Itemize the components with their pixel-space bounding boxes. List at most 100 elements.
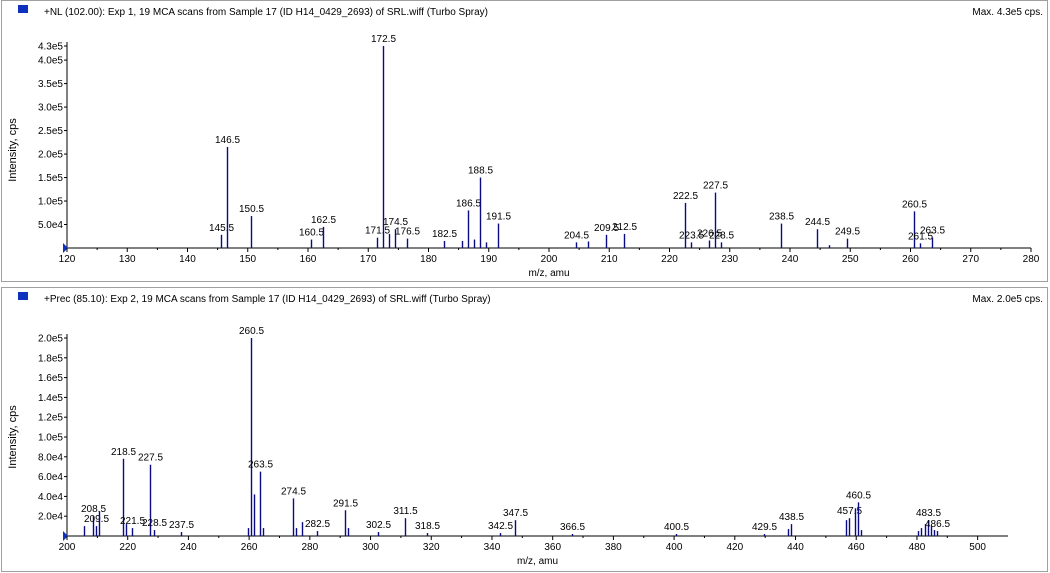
pane-header: +NL (102.00): Exp 1, 19 MCA scans from S… [44, 7, 488, 18]
peak-label: 460.5 [846, 490, 871, 501]
peak-label: 162.5 [311, 215, 336, 226]
y-tick-label: 1.0e5 [38, 433, 63, 444]
pane-frame [1, 287, 1048, 572]
x-tick-label: 120 [59, 254, 76, 265]
peak-label: 204.5 [564, 230, 589, 241]
peak-label: 146.5 [215, 135, 240, 146]
x-tick-label: 140 [179, 254, 196, 265]
peak-label: 226.5 [697, 228, 722, 239]
x-tick-label: 150 [239, 254, 256, 265]
y-axis-title: Intensity, cps [7, 405, 19, 469]
peak-label: 263.5 [920, 226, 945, 237]
y-tick-label: 1.8e5 [38, 353, 63, 364]
peak-label: 186.5 [456, 198, 481, 209]
peak-label: 282.5 [305, 519, 330, 530]
y-tick-label: 2.0e5 [38, 334, 63, 345]
pane-frame [1, 0, 1048, 282]
y-tick-label: 3.0e5 [38, 103, 63, 114]
x-tick-label: 420 [726, 542, 743, 553]
peak-label: 172.5 [371, 34, 396, 45]
peak-label: 260.5 [902, 199, 927, 210]
series-marker-icon [18, 5, 28, 13]
x-tick-label: 260 [241, 542, 258, 553]
peak-label: 182.5 [432, 229, 457, 240]
y-tick-label: 4.3e5 [38, 42, 63, 53]
peak-label: 188.5 [468, 166, 493, 177]
x-tick-label: 380 [605, 542, 622, 553]
x-tick-label: 130 [119, 254, 136, 265]
peak-label: 400.5 [664, 522, 689, 533]
peak-label: 486.5 [925, 519, 950, 530]
peak-label: 291.5 [333, 498, 358, 509]
peak-label: 209.5 [84, 514, 109, 525]
y-tick-label: 1.4e5 [38, 393, 63, 404]
peak-label: 145.5 [209, 223, 234, 234]
y-tick-label: 4.0e4 [38, 492, 63, 503]
x-tick-label: 500 [969, 542, 986, 553]
x-tick-label: 440 [787, 542, 804, 553]
peak-label: 261.5 [908, 231, 933, 242]
peak-label: 228.5 [142, 518, 167, 529]
y-tick-label: 2.5e5 [38, 126, 63, 137]
peak-label: 209.5 [594, 223, 619, 234]
y-tick-label: 3.5e5 [38, 79, 63, 90]
peak-label: 238.5 [769, 212, 794, 223]
x-tick-label: 280 [301, 542, 318, 553]
y-tick-label: 1.5e5 [38, 173, 63, 184]
peak-label: 249.5 [835, 227, 860, 238]
peak-label: 347.5 [503, 508, 528, 519]
spectrum-pane-2: +Prec (85.10): Exp 2, 19 MCA scans from … [1, 287, 1048, 572]
spectrum-pane-1: +NL (102.00): Exp 1, 19 MCA scans from S… [1, 0, 1048, 282]
x-tick-label: 190 [480, 254, 497, 265]
x-tick-label: 300 [362, 542, 379, 553]
max-intensity: Max. 4.3e5 cps. [972, 7, 1043, 18]
peak-label: 429.5 [752, 522, 777, 533]
peak-label: 302.5 [366, 520, 391, 531]
y-tick-label: 2.0e5 [38, 150, 63, 161]
pane-header: +Prec (85.10): Exp 2, 19 MCA scans from … [44, 294, 491, 305]
origin-marker-icon [63, 243, 68, 253]
y-tick-label: 8.0e4 [38, 452, 63, 463]
peak-label: 263.5 [248, 460, 273, 471]
x-tick-label: 480 [909, 542, 926, 553]
x-tick-label: 460 [848, 542, 865, 553]
peak-label: 221.5 [120, 516, 145, 527]
peak-label: 174.5 [383, 217, 408, 228]
peak-label: 171.5 [365, 226, 390, 237]
x-tick-label: 210 [601, 254, 618, 265]
y-tick-label: 5.0e4 [38, 220, 63, 231]
peak-label: 311.5 [393, 506, 418, 517]
max-intensity: Max. 2.0e5 cps. [972, 294, 1043, 305]
peak-label: 457.5 [837, 506, 862, 517]
y-tick-label: 4.0e5 [38, 56, 63, 67]
peak-label: 342.5 [488, 521, 513, 532]
x-tick-label: 200 [541, 254, 558, 265]
peak-label: 212.5 [612, 222, 637, 233]
x-tick-label: 230 [721, 254, 738, 265]
peak-label: 228.5 [709, 230, 734, 241]
x-axis-title: m/z, amu [528, 268, 569, 279]
x-tick-label: 240 [782, 254, 799, 265]
peak-label: 222.5 [673, 191, 698, 202]
x-tick-label: 270 [962, 254, 979, 265]
x-tick-label: 360 [544, 542, 561, 553]
peak-label: 244.5 [805, 217, 830, 228]
peak-label: 223.5 [679, 230, 704, 241]
y-tick-label: 1.6e5 [38, 373, 63, 384]
peak-label: 176.5 [395, 227, 420, 238]
y-tick-label: 6.0e4 [38, 472, 63, 483]
x-tick-label: 170 [360, 254, 377, 265]
x-tick-label: 260 [902, 254, 919, 265]
x-tick-label: 340 [484, 542, 501, 553]
peak-label: 160.5 [299, 228, 324, 239]
peak-label: 237.5 [169, 520, 194, 531]
x-tick-label: 240 [180, 542, 197, 553]
peak-label: 318.5 [415, 521, 440, 532]
peak-label: 227.5 [703, 181, 728, 192]
x-tick-label: 180 [420, 254, 437, 265]
y-axis-title: Intensity, cps [7, 118, 19, 182]
y-tick-label: 1.0e5 [38, 197, 63, 208]
peak-label: 483.5 [916, 508, 941, 519]
x-tick-label: 220 [661, 254, 678, 265]
